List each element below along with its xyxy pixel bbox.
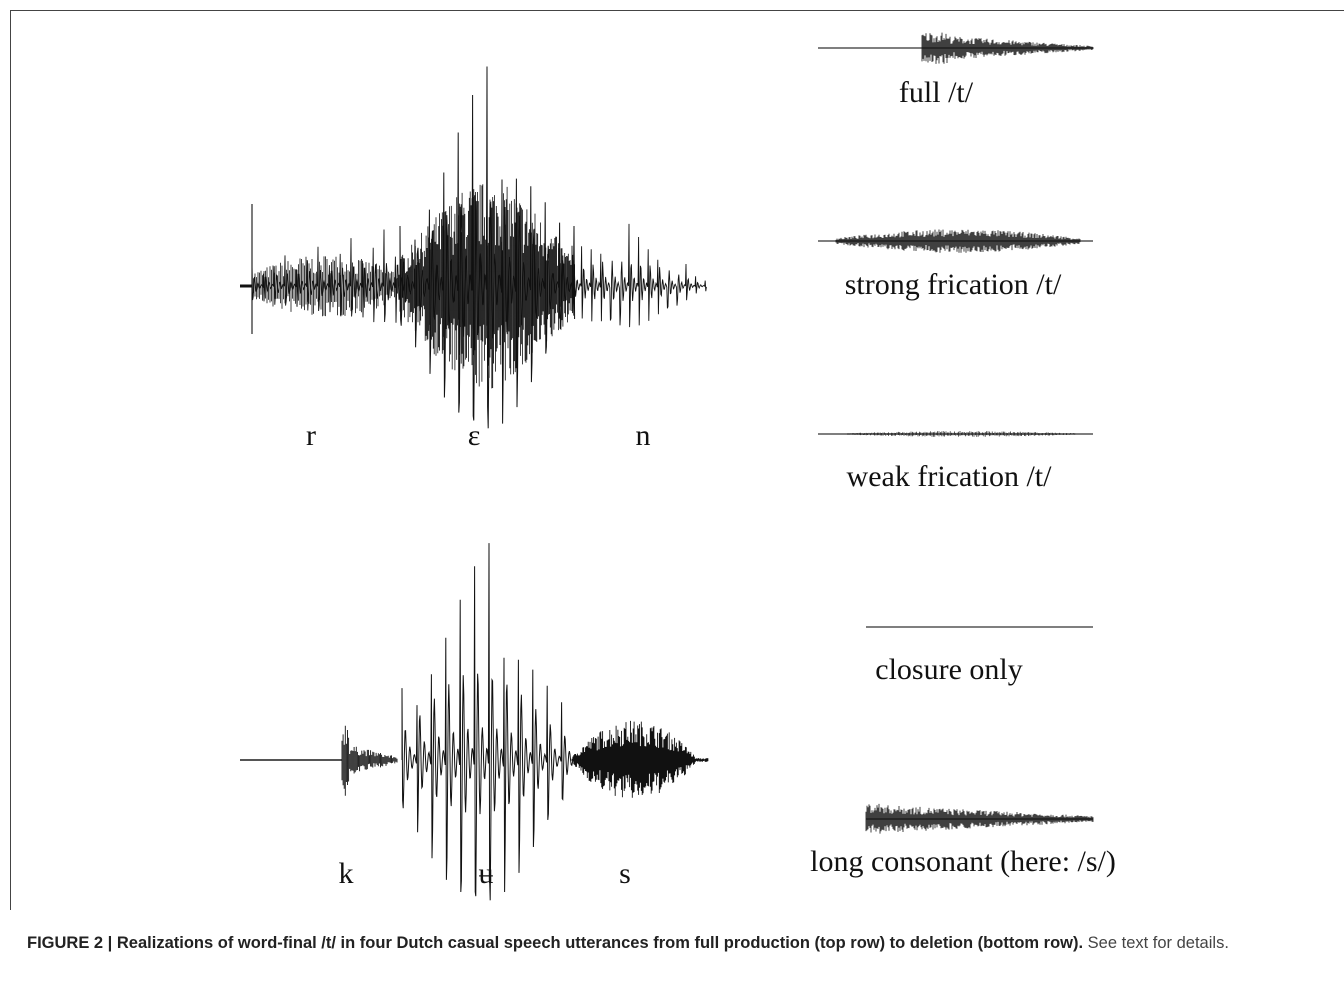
segment-epsilon: ɛ bbox=[467, 419, 481, 452]
label-weak-frication: weak frication /t/ bbox=[846, 460, 1052, 493]
long-consonant-noise bbox=[865, 803, 1094, 834]
figure-caption: FIGURE 2 | Realizations of word-final /t… bbox=[27, 931, 1327, 955]
weak-frication-noise bbox=[847, 431, 1076, 437]
segment-s: s bbox=[619, 857, 631, 890]
segment-n: n bbox=[635, 419, 651, 452]
strong-frication-noise bbox=[835, 229, 1081, 253]
caption-title: FIGURE 2 | Realizations of word-final /t… bbox=[27, 934, 1084, 952]
top-wave-r bbox=[251, 229, 405, 323]
bottom-wave-k-burst bbox=[341, 725, 398, 796]
waveform-canvas bbox=[240, 32, 1094, 901]
top-wave-n bbox=[571, 223, 707, 328]
figure-panel bbox=[10, 10, 1344, 910]
segment-r: r bbox=[306, 419, 316, 452]
segment-k: k bbox=[338, 857, 354, 890]
bottom-wave-s bbox=[571, 720, 709, 798]
bottom-wave-vowel bbox=[401, 543, 576, 901]
top-wave-vowel-dense bbox=[399, 184, 575, 389]
label-full-t: full /t/ bbox=[898, 76, 974, 109]
caption-rest: See text for details. bbox=[1083, 934, 1229, 952]
label-strong-frication: strong frication /t/ bbox=[844, 268, 1062, 301]
label-long-consonant: long consonant (here: /s/) bbox=[810, 845, 1116, 878]
label-closure-only: closure only bbox=[875, 653, 1023, 686]
segment-u-bar: ʉ bbox=[478, 857, 494, 890]
full-t-burst bbox=[921, 32, 1094, 64]
